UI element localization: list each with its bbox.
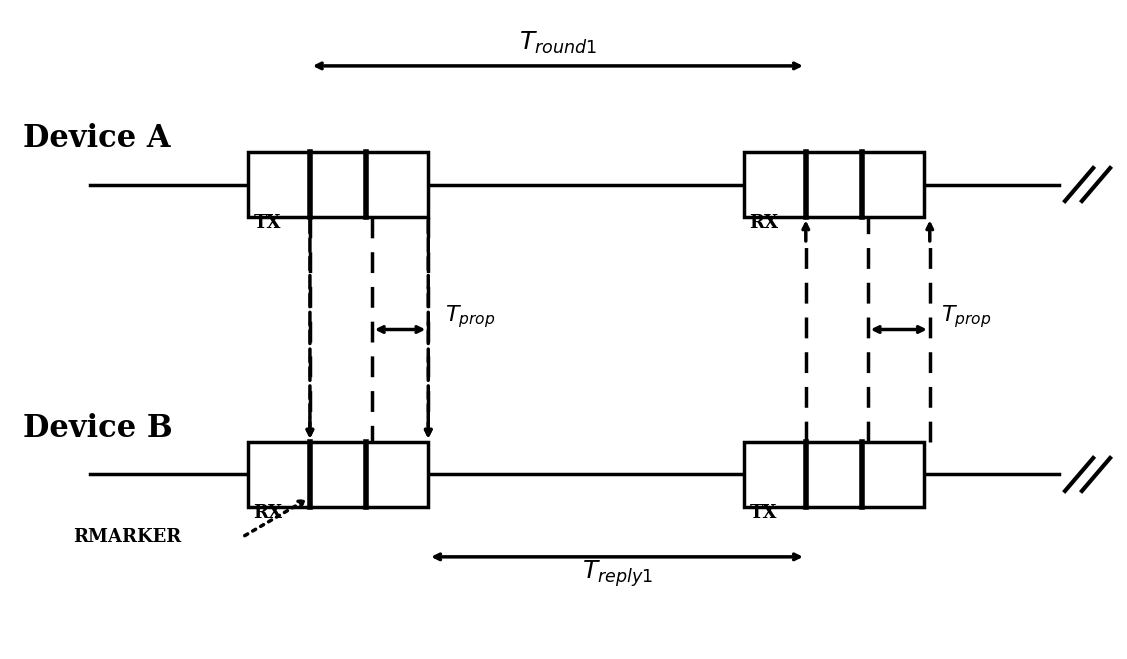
Bar [744, 152, 924, 217]
Text: $T_{prop}$: $T_{prop}$ [941, 303, 992, 330]
Bar [744, 442, 924, 507]
Bar [248, 152, 428, 217]
Text: Device A: Device A [23, 123, 170, 154]
Text: TX: TX [749, 504, 777, 522]
Text: Device B: Device B [23, 413, 172, 444]
Text: RMARKER: RMARKER [73, 528, 181, 546]
Text: $T_{reply1}$: $T_{reply1}$ [582, 558, 654, 588]
Text: TX: TX [254, 214, 281, 232]
Bar [248, 442, 428, 507]
Text: $T_{round1}$: $T_{round1}$ [518, 30, 597, 56]
Text: RX: RX [749, 214, 779, 232]
Text: $T_{prop}$: $T_{prop}$ [445, 303, 496, 330]
Text: RX: RX [254, 504, 283, 522]
